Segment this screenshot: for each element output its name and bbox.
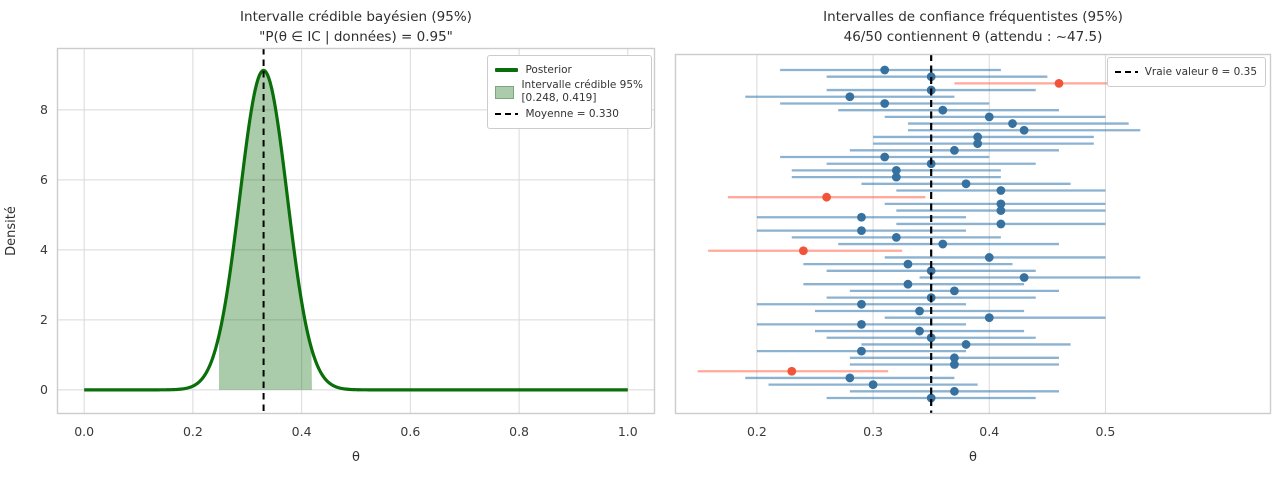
legend-item-mean: Moyenne = 0.330 (495, 108, 643, 121)
interval-row (849, 386, 1059, 396)
interval-row (849, 360, 1059, 369)
x-tick-label: 0.6 (400, 424, 421, 439)
legend-label: Posterior (525, 63, 572, 76)
interval-row (826, 393, 1036, 403)
y-tick-label: 0 (40, 381, 48, 397)
interval-row (873, 132, 1094, 142)
legend-label: Moyenne = 0.330 (525, 107, 619, 120)
x-tick-label: 0.2 (746, 424, 767, 439)
interval-row (756, 319, 967, 329)
interval-row (826, 333, 1036, 343)
interval-row (780, 152, 990, 162)
interval-row (756, 346, 967, 356)
x-axis-label-left: θ (352, 450, 360, 465)
x-tick-label: 1.0 (617, 424, 638, 439)
interval-row (814, 326, 1025, 336)
frequentist-subtitle: 46/50 contiennent θ (attendu : ~47.5) (843, 29, 1103, 45)
legend-label-line2: [0.248, 0.419] (521, 92, 597, 104)
frequentist-chart-canvas (674, 53, 1272, 415)
bayesian-legend: Posterior Intervalle crédible 95% [0.248… (487, 55, 652, 129)
x-tick-label: 0.8 (509, 424, 530, 439)
x-axis-label-right: θ (969, 450, 977, 465)
interval-row (873, 139, 1094, 149)
x-tick-label: 0.0 (74, 424, 95, 439)
interval-row (803, 259, 1013, 269)
interval-row (814, 306, 1025, 316)
x-tick-label: 0.5 (1095, 424, 1116, 439)
credible-interval-swatch (495, 85, 515, 99)
true-value-dash-swatch (1114, 70, 1138, 74)
interval-row (896, 219, 1106, 229)
frequentist-title-block: Intervalles de confiance fréquentistes (… (675, 7, 1271, 47)
y-tick-label: 6 (40, 171, 48, 187)
y-axis-label: Densité (4, 206, 19, 256)
mean-dash-swatch (495, 112, 519, 116)
interval-row (756, 299, 967, 309)
interval-row (803, 279, 1025, 289)
interval-row (791, 232, 1001, 242)
y-tick-label: 8 (40, 101, 48, 117)
interval-row (826, 266, 1036, 276)
legend-item-true-value: Vraie valeur θ = 0.35 (1114, 65, 1257, 79)
interval-row (896, 206, 1106, 215)
interval-row (756, 212, 967, 222)
interval-row (907, 119, 1129, 128)
interval-row (907, 125, 1141, 135)
legend-item-credible-interval: Intervalle crédible 95% [0.248, 0.419] (495, 79, 643, 105)
bayesian-title-block: Intervalle crédible bayésien (95%) "P(θ … (57, 7, 655, 47)
interval-row (919, 273, 1141, 282)
interval-row (708, 246, 903, 256)
interval-row (791, 172, 1001, 182)
interval-row (745, 373, 955, 383)
x-tick-label: 0.4 (291, 424, 312, 439)
interval-row (727, 192, 926, 202)
interval-row (884, 112, 1106, 122)
interval-row (745, 92, 955, 102)
interval-row (849, 145, 1059, 155)
interval-row (780, 65, 1001, 75)
interval-row (884, 313, 1106, 323)
x-tick-label: 0.2 (182, 424, 203, 439)
bayesian-title: Intervalle crédible bayésien (95%) (240, 9, 472, 25)
legend-label: Vraie valeur θ = 0.35 (1144, 65, 1257, 78)
interval-row (861, 179, 1071, 189)
interval-row (849, 353, 1059, 363)
frequentist-title: Intervalles de confiance fréquentistes (… (823, 9, 1123, 25)
legend-label: Intervalle crédible 95% [0.248, 0.419] (521, 79, 643, 105)
posterior-line-swatch (495, 68, 519, 72)
posterior-curve (83, 68, 629, 392)
legend-item-posterior: Posterior (495, 64, 643, 77)
interval-row (768, 380, 978, 390)
interval-row (756, 226, 967, 236)
interval-row (780, 99, 990, 108)
x-tick-label: 0.3 (863, 424, 884, 439)
x-tick-label: 0.4 (979, 424, 1000, 439)
y-tick-label: 4 (40, 241, 48, 257)
interval-row (791, 166, 1001, 175)
interval-row (896, 186, 1106, 195)
frequentist-legend: Vraie valeur θ = 0.35 (1106, 57, 1266, 87)
legend-label-line1: Intervalle crédible 95% (521, 79, 643, 91)
y-tick-label: 2 (40, 311, 48, 327)
interval-row (884, 253, 1106, 262)
interval-row (697, 366, 889, 376)
interval-row (838, 239, 1059, 249)
interval-row (884, 199, 1106, 209)
interval-row (849, 286, 1059, 296)
interval-row (826, 72, 1048, 82)
credible-interval-fill (219, 70, 312, 390)
interval-row (838, 105, 1059, 115)
interval-row (861, 340, 1071, 349)
bayesian-subtitle: "P(θ ∈ IC | données) = 0.95" (259, 29, 453, 45)
